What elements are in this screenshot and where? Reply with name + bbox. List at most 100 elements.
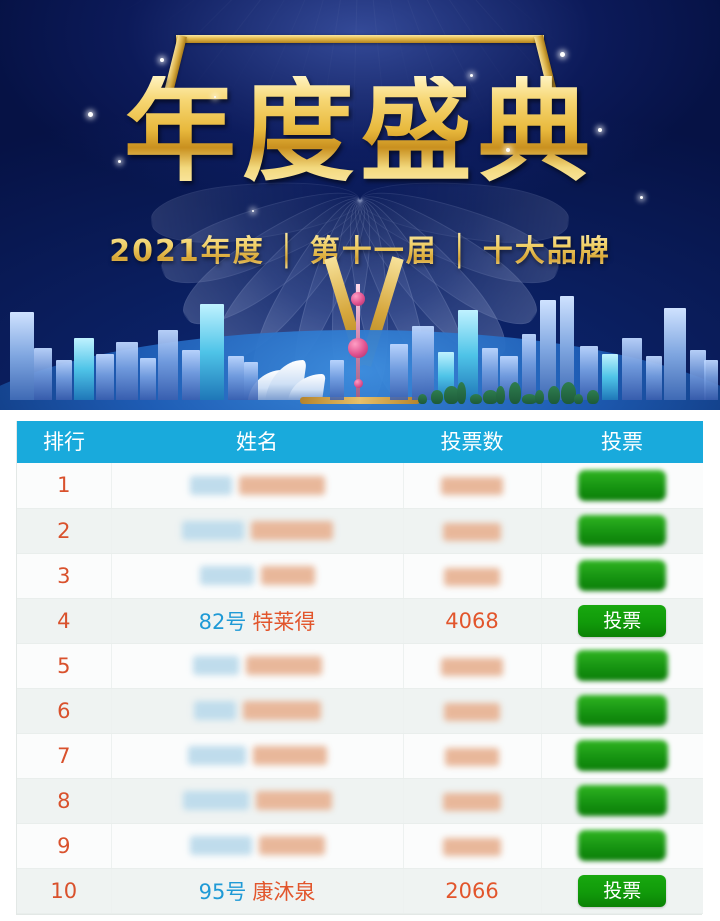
cell-rank: 10 [17, 868, 111, 913]
masked-votes-placeholder [441, 477, 503, 495]
building-shape [704, 360, 718, 400]
vote-button[interactable]: 投票 [578, 605, 666, 637]
sparkle-icon [640, 196, 643, 199]
cell-name [111, 643, 403, 688]
cell-rank: 4 [17, 598, 111, 643]
masked-name-placeholder [112, 836, 403, 855]
table-header-row: 排行 姓名 投票数 投票 [17, 421, 703, 463]
cell-votes [403, 643, 541, 688]
vote-ranking-table: 排行 姓名 投票数 投票 1 2 3 4 82号 特莱得 4068 投票 5 6 7 8 9 10 95号康… [17, 421, 703, 914]
vote-button[interactable] [578, 515, 666, 546]
masked-name-placeholder [112, 521, 403, 540]
vote-button[interactable]: 投票 [578, 875, 666, 907]
table-row: 9 [17, 823, 703, 868]
building-shape [412, 326, 434, 400]
building-shape [74, 338, 94, 400]
gold-frame-top-bar [176, 35, 544, 43]
table-row: 2 [17, 508, 703, 553]
cell-action [541, 643, 703, 688]
tree-shape [509, 382, 521, 404]
cell-action [541, 823, 703, 868]
cell-action [541, 553, 703, 598]
masked-name-placeholder [112, 746, 403, 765]
table-row: 5 [17, 643, 703, 688]
cell-name [111, 823, 403, 868]
opera-house-icon [250, 354, 326, 400]
building-shape [244, 362, 258, 400]
tree-shape [470, 394, 482, 404]
table-row: 7 [17, 733, 703, 778]
masked-votes-placeholder [445, 748, 499, 766]
tree-shape [535, 390, 544, 404]
cell-votes [403, 733, 541, 778]
cell-rank: 9 [17, 823, 111, 868]
cell-votes [403, 778, 541, 823]
table-row: 4 82号 特莱得 4068 投票 [17, 598, 703, 643]
cell-name: 95号 康沐泉 [111, 868, 403, 913]
vote-button[interactable] [577, 785, 667, 816]
column-header-rank: 排行 [17, 421, 111, 463]
vote-button[interactable] [577, 695, 667, 726]
sparkle-icon [88, 112, 93, 117]
vote-button[interactable] [578, 560, 666, 591]
cell-name [111, 553, 403, 598]
tree-shape [496, 386, 505, 404]
contestant-name: 特莱得 [252, 610, 315, 634]
building-shape [116, 342, 138, 400]
ranking-table-container: 排行 姓名 投票数 投票 1 2 3 4 82号 特莱得 4068 投票 5 6 7 8 9 10 95号康… [16, 421, 702, 915]
masked-name-placeholder [112, 656, 403, 675]
table-row: 6 [17, 688, 703, 733]
masked-votes-placeholder [443, 793, 501, 811]
column-header-votes: 投票数 [403, 421, 541, 463]
cell-votes: 4068 [403, 598, 541, 643]
cell-votes [403, 688, 541, 733]
sparkle-icon [214, 96, 216, 98]
column-header-action: 投票 [541, 421, 703, 463]
contestant-number: 95号 [199, 880, 247, 904]
cell-rank: 3 [17, 553, 111, 598]
masked-name-placeholder [112, 701, 403, 720]
table-row: 8 [17, 778, 703, 823]
cell-rank: 7 [17, 733, 111, 778]
cell-name: 82号 特莱得 [111, 598, 403, 643]
cell-rank: 6 [17, 688, 111, 733]
cell-action [541, 778, 703, 823]
cell-name [111, 463, 403, 508]
cell-action [541, 463, 703, 508]
tree-shape [457, 382, 466, 404]
cell-action [541, 688, 703, 733]
vote-button[interactable] [578, 470, 666, 501]
light-streak [124, 0, 361, 55]
cell-rank: 8 [17, 778, 111, 823]
sparkle-icon [560, 52, 565, 57]
sparkle-icon [118, 160, 121, 163]
building-shape [158, 330, 178, 400]
sparkle-icon [252, 210, 254, 212]
masked-votes-placeholder [441, 658, 503, 676]
table-body: 1 2 3 4 82号 特莱得 4068 投票 5 6 7 8 9 10 95号 康沐泉 2066 投票 [17, 463, 703, 913]
cell-name [111, 778, 403, 823]
cell-votes [403, 553, 541, 598]
tree-shape [431, 390, 443, 404]
cell-votes [403, 823, 541, 868]
building-shape [664, 308, 686, 400]
sparkle-icon [598, 128, 602, 132]
vote-button[interactable] [576, 740, 668, 771]
masked-votes-placeholder [444, 703, 500, 721]
vote-button[interactable] [576, 650, 668, 681]
masked-votes-placeholder [444, 568, 500, 586]
table-header: 排行 姓名 投票数 投票 [17, 421, 703, 463]
cell-name [111, 688, 403, 733]
masked-name-placeholder [112, 791, 403, 810]
masked-votes-placeholder [443, 838, 501, 856]
tree-shape [548, 386, 560, 404]
banner-title: 年度盛典 [0, 76, 720, 188]
masked-votes-placeholder [443, 523, 501, 541]
city-skyline-illustration [0, 260, 720, 410]
event-banner: 年度盛典 2021年度 │ 第十一届 │ 十大品牌 [0, 0, 720, 410]
building-shape [602, 354, 618, 400]
cell-votes: 2066 [403, 868, 541, 913]
cell-action: 投票 [541, 598, 703, 643]
vote-button[interactable] [578, 830, 666, 861]
masked-name-placeholder [112, 476, 403, 495]
